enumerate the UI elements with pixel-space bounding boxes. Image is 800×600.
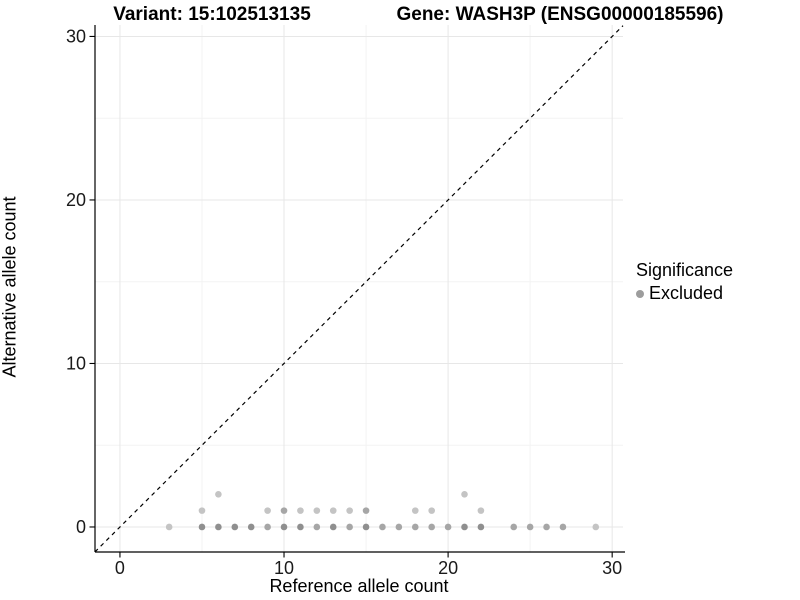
data-point [215,490,222,498]
data-point [362,523,370,531]
y-axis-label: Alternative allele count [0,196,20,378]
data-point [264,523,271,531]
data-point [477,523,485,531]
legend-item-excluded: Excluded [636,283,733,304]
y-tick-label: 30 [66,26,86,46]
data-point [543,523,550,531]
x-tick-label: 0 [115,558,125,578]
legend-title: Significance [636,260,734,280]
data-point [297,523,304,531]
data-point [329,523,337,531]
data-point [346,523,353,531]
data-point [428,507,435,514]
identity-line [94,25,624,553]
data-point [297,507,304,514]
data-point [280,523,288,531]
data-point [411,507,419,514]
data-point [329,507,337,514]
x-axis-label: Reference allele count [269,576,449,596]
data-point [165,523,173,531]
data-point [461,490,468,498]
data-point [510,523,518,531]
y-tick-label: 20 [66,190,86,210]
data-point [264,507,271,514]
data-point [280,507,288,514]
data-point [559,523,567,531]
data-point [461,523,468,531]
legend-key-dot [636,289,644,298]
data-point [526,523,534,531]
gene-title: Gene: WASH3P (ENSG00000185596) [396,4,724,25]
data-point [346,507,353,514]
legend-item-label: Excluded [649,283,724,303]
y-tick-label: 10 [66,353,86,373]
variant-title: Variant: 15:102513135 [113,4,311,25]
data-point [198,523,206,531]
data-point [247,523,255,531]
data-point [313,507,321,514]
x-tick-label: 20 [438,558,458,578]
legend: Significance Excluded [636,260,733,304]
data-point [395,523,403,531]
data-point [592,523,600,531]
x-tick-label: 10 [274,558,294,578]
data-point [428,523,435,531]
data-point [215,523,222,531]
data-point [231,523,239,531]
data-point [379,523,386,531]
data-point [411,523,419,531]
data-point [444,523,452,531]
x-tick-label: 30 [602,558,622,578]
data-point [362,507,370,514]
y-tick-label: 0 [76,517,86,537]
data-point [477,507,485,514]
data-point [313,523,321,531]
data-point [198,507,206,514]
